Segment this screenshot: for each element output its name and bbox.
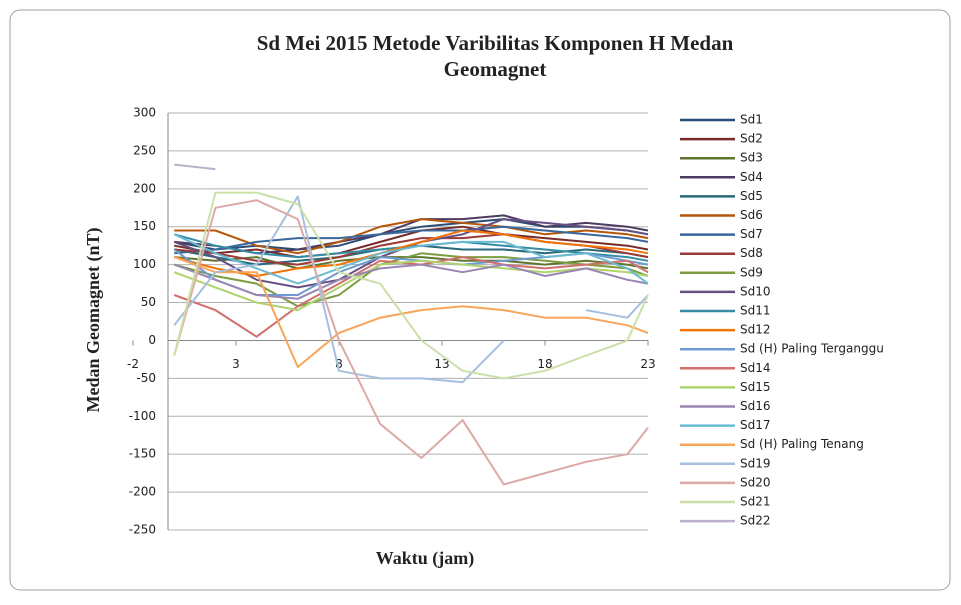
legend-label: Sd1 xyxy=(740,113,763,127)
y-tick-label: 100 xyxy=(133,257,156,271)
legend-label: Sd12 xyxy=(740,323,771,337)
legend-label: Sd2 xyxy=(740,132,763,146)
series-line xyxy=(173,195,649,384)
x-tick-label: 3 xyxy=(232,357,240,371)
legend-label: Sd17 xyxy=(740,418,771,432)
y-tick-label: -150 xyxy=(129,447,156,461)
y-tick-label: -200 xyxy=(129,485,156,499)
y-tick-label: -250 xyxy=(129,523,156,537)
legend-label: Sd10 xyxy=(740,284,771,298)
series-line xyxy=(173,199,649,486)
series-line xyxy=(174,256,649,270)
series-line xyxy=(173,191,649,380)
legend-label: Sd21 xyxy=(740,495,771,509)
legend-label: Sd6 xyxy=(740,208,763,222)
series-line xyxy=(174,163,216,171)
x-tick-label: 23 xyxy=(640,357,655,371)
y-tick-label: -100 xyxy=(129,409,156,423)
x-tick-label: 13 xyxy=(434,357,449,371)
series-line xyxy=(173,229,649,277)
legend-label: Sd7 xyxy=(740,227,763,241)
legend-label: Sd15 xyxy=(740,380,771,394)
y-tick-label: 200 xyxy=(133,181,156,195)
series-line xyxy=(174,218,649,255)
legend-label: Sd (H) Paling Tenang xyxy=(740,437,864,451)
legend-label: Sd9 xyxy=(740,265,763,279)
legend-label: Sd4 xyxy=(740,170,763,184)
x-tick-label: 18 xyxy=(537,357,552,371)
legend-label: Sd22 xyxy=(740,514,771,528)
legend-label: Sd19 xyxy=(740,456,771,470)
legend-label: Sd20 xyxy=(740,475,771,489)
legend-label: Sd8 xyxy=(740,246,763,260)
legend-label: Sd (H) Paling Terganggu xyxy=(740,342,884,356)
x-tick-label: 8 xyxy=(335,357,343,371)
x-tick-label: -2 xyxy=(127,357,139,371)
y-tick-label: 150 xyxy=(133,219,156,233)
legend-label: Sd14 xyxy=(740,361,771,375)
y-tick-label: 250 xyxy=(133,143,156,157)
y-axis-label: Medan Geomagnet (nT) xyxy=(83,228,104,413)
legend-label: Sd3 xyxy=(740,151,763,165)
y-tick-label: 300 xyxy=(133,106,156,120)
chart-title: Geomagnet xyxy=(444,57,547,81)
y-tick-label: 0 xyxy=(148,333,156,347)
legend-label: Sd11 xyxy=(740,304,771,318)
y-tick-label: -50 xyxy=(136,371,156,385)
x-axis-label: Waktu (jam) xyxy=(376,548,475,569)
legend-label: Sd16 xyxy=(740,399,771,413)
chart-title: Sd Mei 2015 Metode Varibilitas Komponen … xyxy=(257,31,734,55)
series-line xyxy=(173,233,649,285)
series-line xyxy=(173,263,649,300)
series-line xyxy=(173,256,649,368)
series-line xyxy=(174,225,649,255)
legend-label: Sd5 xyxy=(740,189,763,203)
y-tick-label: 50 xyxy=(141,295,156,309)
